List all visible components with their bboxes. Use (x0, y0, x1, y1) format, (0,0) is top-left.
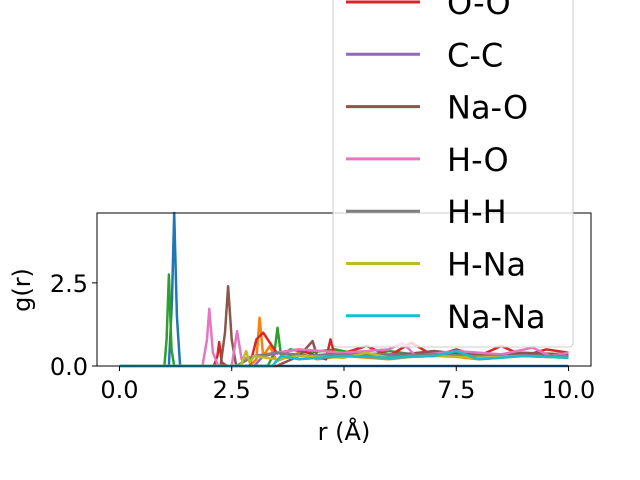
y-tick-label: 0.0 (50, 353, 88, 381)
x-tick-label: 2.5 (213, 376, 251, 404)
legend-entry: H-H (346, 193, 507, 231)
legend-entry: Na-Na (346, 298, 546, 336)
legend-label: Na-Na (447, 298, 546, 336)
legend-entry: H-Na (346, 246, 526, 284)
legend-label: Na-O (447, 89, 528, 127)
series-line-5 (119, 284, 569, 368)
x-axis-label: r (Å) (318, 417, 371, 446)
x-tick-label: 7.5 (437, 376, 475, 404)
legend: O-O C-C Na-O H-O H-H H-Na Na-Na (332, 0, 574, 348)
x-tick-label: 10.0 (542, 376, 595, 404)
legend-label: H-H (447, 193, 507, 231)
legend-box (332, 0, 574, 348)
legend-label: H-Na (447, 246, 526, 284)
series-layer (119, 211, 569, 368)
legend-entry: C-C (346, 36, 503, 74)
legend-label: O-O (447, 0, 511, 22)
x-tick-label: 0.0 (100, 376, 138, 404)
y-tick-label: 2.5 (50, 270, 88, 298)
series-line-9 (119, 349, 569, 368)
legend-entry: O-O (346, 0, 511, 22)
legend-label: H-O (447, 141, 509, 179)
legend-label: C-C (447, 36, 503, 74)
x-tick-label: 5.0 (325, 376, 363, 404)
y-axis: 0.0 2.5 (50, 270, 97, 381)
legend-entry: H-O (346, 141, 509, 179)
legend-entry: Na-O (346, 89, 528, 127)
y-axis-label: g(r) (8, 268, 36, 312)
x-axis: 0.0 2.5 5.0 7.5 10.0 (100, 366, 595, 404)
